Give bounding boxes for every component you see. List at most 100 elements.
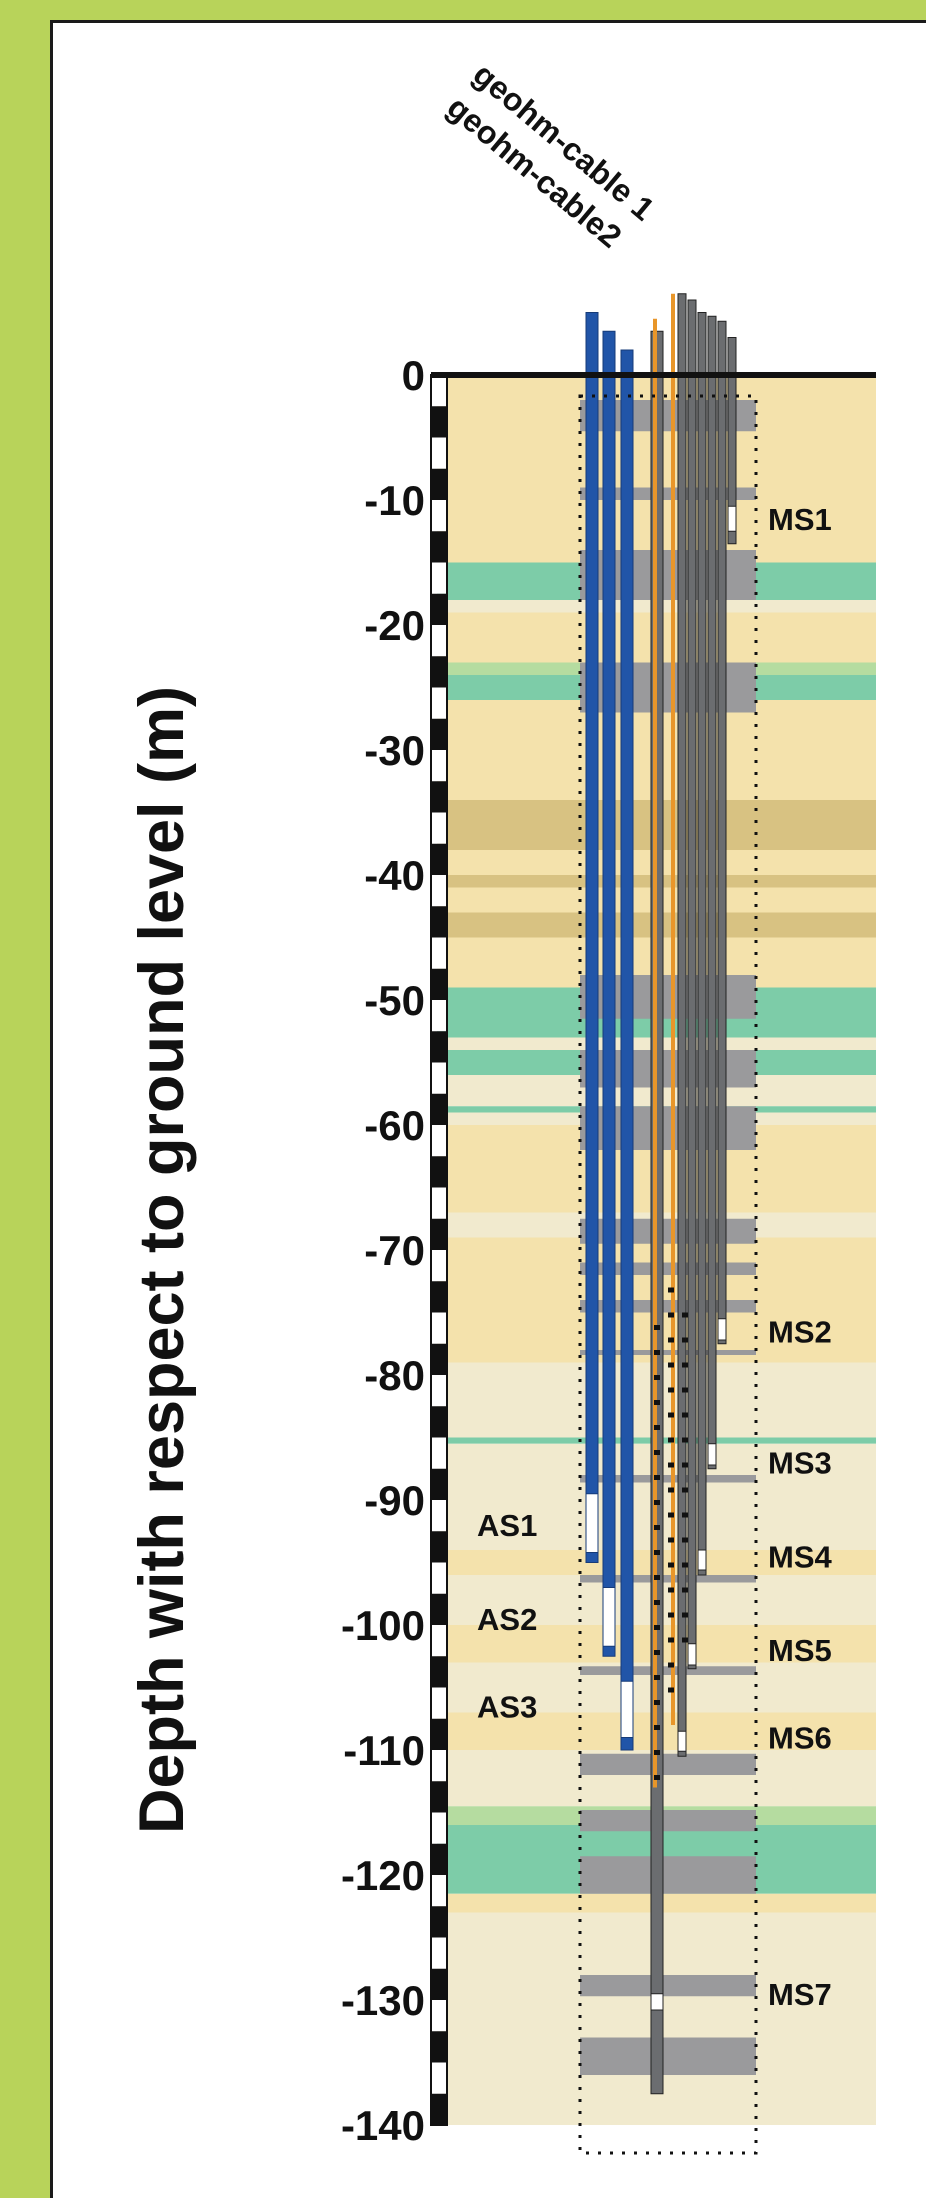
- gray-tube: [697, 312, 707, 1576]
- ms-labels: MS1 MS2 MS3 MS4 MS5 MS6 MS7: [768, 502, 833, 2012]
- scale-segment: [431, 1468, 447, 1500]
- depth-tick-label: -20: [364, 602, 425, 649]
- scale-segment: [431, 1656, 447, 1688]
- scale-segment: [431, 1343, 447, 1375]
- electrode: [654, 1500, 660, 1505]
- electrode: [654, 1475, 660, 1480]
- scale-segment: [431, 468, 447, 500]
- ms-label: MS7: [768, 1977, 832, 2012]
- electrode: [682, 1437, 688, 1443]
- scale-segment: [431, 843, 447, 875]
- electrode: [654, 1650, 660, 1655]
- depth-tick-label: -100: [341, 1602, 425, 1649]
- blue-tube-screen: [602, 1587, 616, 1647]
- scale-segment: [431, 1843, 447, 1875]
- scale-segment: [431, 1062, 447, 1094]
- gray-tube: [727, 337, 737, 545]
- electrode: [682, 1512, 688, 1518]
- electrode: [668, 1512, 674, 1518]
- depth-tick-label: 0: [402, 352, 425, 399]
- electrode: [668, 1437, 674, 1443]
- depth-tick-label: -120: [341, 1852, 425, 1899]
- electrode: [682, 1412, 688, 1418]
- scale-segment: [431, 2031, 447, 2063]
- scale-segment: [431, 2062, 447, 2094]
- depth-tick-labels: 0 -10 -20 -30 -40 -50 -60 -70 -80 -90 -100 -110 -120…: [341, 352, 425, 2149]
- scale-segment: [431, 1093, 447, 1125]
- scale-segment: [431, 2000, 447, 2032]
- scale-segment: [431, 406, 447, 438]
- electrode: [668, 1387, 674, 1393]
- electrode: [682, 1587, 688, 1593]
- scale-segment: [431, 1437, 447, 1469]
- depth-tick-label: -140: [341, 2102, 425, 2149]
- scale-segment: [431, 781, 447, 813]
- blue-tube-screen: [585, 1493, 599, 1553]
- scale-segment: [431, 1812, 447, 1844]
- scale-segment: [431, 812, 447, 844]
- scale-segment: [431, 1031, 447, 1063]
- electrode: [654, 1750, 660, 1755]
- gray-layer: [580, 1350, 756, 1355]
- gray-layer: [580, 1810, 756, 1832]
- scale-segment: [431, 562, 447, 594]
- scale-segment: [431, 1531, 447, 1563]
- scale-segment: [431, 1000, 447, 1032]
- electrode-group: [654, 1287, 688, 1780]
- electrode: [668, 1412, 674, 1418]
- scale-segment: [431, 1593, 447, 1625]
- scale-segment: [431, 1406, 447, 1438]
- electrode: [654, 1525, 660, 1530]
- depth-scale-bar: [430, 374, 448, 2126]
- depth-tick-label: -30: [364, 727, 425, 774]
- gray-layer: [580, 1475, 756, 1483]
- ms-label: MS6: [768, 1721, 832, 1756]
- electrode: [668, 1362, 674, 1368]
- gray-layer: [580, 1575, 756, 1583]
- electrode: [682, 1612, 688, 1618]
- ms-label: MS2: [768, 1314, 832, 1349]
- blue-tube: [602, 330, 616, 1657]
- depth-tick-label: -90: [364, 1477, 425, 1524]
- scale-segment: [431, 1187, 447, 1219]
- scale-segment: [431, 1718, 447, 1750]
- scale-segment: [431, 687, 447, 719]
- electrode: [668, 1637, 674, 1643]
- gray-layer: [580, 2037, 756, 2075]
- scale-segment: [431, 375, 447, 407]
- scale-segment: [431, 1687, 447, 1719]
- scale-segment: [431, 2093, 447, 2125]
- scale-segment: [431, 531, 447, 563]
- scale-segment: [431, 968, 447, 1000]
- gray-tube-screen: [677, 1730, 687, 1752]
- gray-tube-screen: [697, 1549, 707, 1571]
- gray-layer: [580, 1975, 756, 1997]
- tube-group: [585, 293, 737, 2095]
- electrode: [668, 1462, 674, 1468]
- scale-segment: [431, 593, 447, 625]
- depth-tick-label: -40: [364, 852, 425, 899]
- depth-tick-label: -80: [364, 1352, 425, 1399]
- electrode: [654, 1675, 660, 1680]
- scale-segment: [431, 1781, 447, 1813]
- electrode: [668, 1287, 674, 1293]
- scale-segment: [431, 1312, 447, 1344]
- gray-tube-screen: [717, 1318, 727, 1341]
- electrode: [654, 1550, 660, 1555]
- electrode: [682, 1337, 688, 1343]
- electrode: [668, 1662, 674, 1668]
- gray-tube: [677, 293, 687, 1757]
- electrode: [682, 1487, 688, 1493]
- as-labels: AS1 AS2 AS3: [477, 1508, 537, 1724]
- depth-tick-label: -70: [364, 1227, 425, 1274]
- scale-segment: [431, 1281, 447, 1313]
- borehole-diagram: Depth with respect to ground level (m) 0…: [127, 56, 876, 2155]
- scale-segment: [431, 1156, 447, 1188]
- electrode: [668, 1612, 674, 1618]
- figure-frame: Depth with respect to ground level (m) 0…: [50, 20, 926, 2198]
- scale-segment: [431, 1875, 447, 1907]
- scale-segment: [431, 437, 447, 469]
- electrode: [668, 1562, 674, 1568]
- gray-tube: [717, 320, 727, 1345]
- axis-title: Depth with respect to ground level (m): [127, 686, 197, 1834]
